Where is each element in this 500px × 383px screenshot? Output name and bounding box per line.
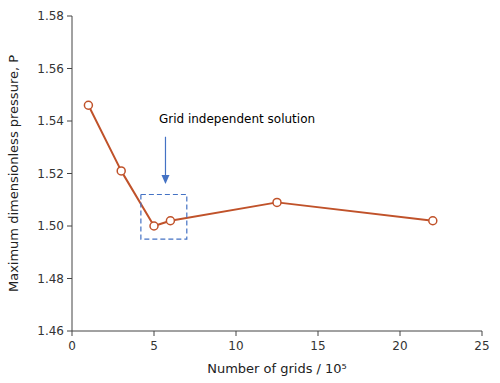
y-tick xyxy=(67,16,72,17)
y-tick xyxy=(67,68,72,69)
arrow-head xyxy=(161,175,169,184)
x-tick-label: 20 xyxy=(392,339,407,353)
x-axis-label: Number of grids / 10⁵ xyxy=(207,361,347,376)
y-tick-label: 1.58 xyxy=(37,9,64,23)
y-tick xyxy=(67,331,72,332)
x-tick xyxy=(482,331,483,336)
x-tick-label: 10 xyxy=(228,339,243,353)
y-tick xyxy=(67,173,72,174)
chart: 0 5 10 15 20 25 1.46 1.48 1.50 1.52 1.54 1.56 1.58 Nu… xyxy=(0,0,500,383)
y-tick-label: 1.54 xyxy=(37,114,64,128)
marker xyxy=(166,217,174,225)
x-tick xyxy=(154,331,155,336)
x-tick-label: 15 xyxy=(310,339,325,353)
y-tick-label: 1.46 xyxy=(37,324,64,338)
annotations: Grid independent solution xyxy=(159,112,315,184)
data xyxy=(84,101,436,230)
y-tick xyxy=(67,278,72,279)
y-tick-label: 1.56 xyxy=(37,62,64,76)
x-tick xyxy=(400,331,401,336)
axes: 0 5 10 15 20 25 1.46 1.48 1.50 1.52 1.54 1.56 1.58 xyxy=(37,9,489,353)
x-tick xyxy=(236,331,237,336)
x-tick-label: 0 xyxy=(68,339,76,353)
y-tick-label: 1.50 xyxy=(37,219,64,233)
annotation: Grid independent solution xyxy=(159,112,315,126)
y-axis-label: Maximum dimensionless pressure, P xyxy=(6,55,21,292)
highlight-rect xyxy=(141,195,187,240)
y-tick xyxy=(67,121,72,122)
x-tick-label: 25 xyxy=(474,339,489,353)
y-tick xyxy=(67,226,72,227)
marker xyxy=(429,217,437,225)
x-axis-line xyxy=(72,331,482,332)
marker xyxy=(117,167,125,175)
marker xyxy=(273,198,281,206)
x-tick-label: 5 xyxy=(150,339,158,353)
arrow-shaft xyxy=(165,137,166,175)
shapes xyxy=(141,195,187,240)
x-tick xyxy=(318,331,319,336)
marker xyxy=(84,101,92,109)
y-tick-label: 1.48 xyxy=(37,272,64,286)
y-tick-label: 1.52 xyxy=(37,167,64,181)
line xyxy=(88,105,432,226)
x-tick xyxy=(72,331,73,336)
marker xyxy=(150,222,158,230)
